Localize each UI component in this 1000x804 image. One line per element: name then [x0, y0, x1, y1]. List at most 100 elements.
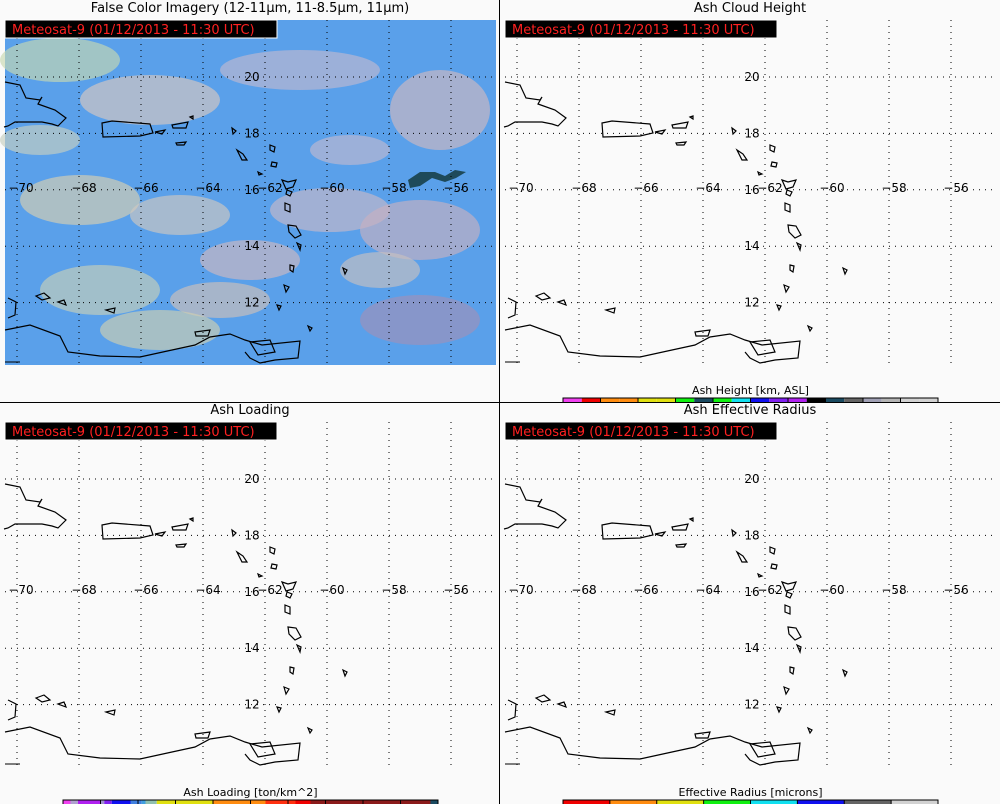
colorbar-segment: [713, 398, 732, 402]
coastline: [188, 517, 194, 523]
coastline: [784, 202, 791, 213]
coastline: [235, 148, 249, 161]
satellite-label-box: [504, 421, 778, 441]
coastline: [194, 731, 211, 739]
colorbar-segment: [295, 800, 311, 804]
coastline: [289, 666, 295, 676]
coastline: [231, 528, 237, 538]
longitude-label: −70: [508, 181, 533, 195]
latitude-label: 12: [244, 698, 259, 712]
longitude-label: −60: [819, 583, 844, 597]
coastline: [654, 531, 667, 537]
longitude-label: −66: [133, 583, 158, 597]
colorbar-segment: [130, 800, 142, 804]
coastline: [280, 581, 298, 592]
latitude-label: 20: [744, 472, 759, 486]
coastline: [295, 643, 302, 655]
colorbar-segment: [310, 800, 431, 804]
coastline: [785, 189, 793, 197]
coastline: [671, 121, 689, 129]
colorbar-segment: [703, 800, 751, 804]
colorbar-segment: [844, 800, 892, 804]
satellite-label: Meteosat-9 (01/12/2013 - 11:30 UTC): [512, 425, 755, 440]
colorbar-segment: [563, 800, 610, 804]
colorbar-segment: [63, 800, 71, 804]
colorbar-segment: [111, 800, 131, 804]
longitude-label: −58: [881, 583, 906, 597]
coastline: [770, 563, 778, 570]
colorbar-segment: [619, 398, 638, 402]
colorbar-segment: [100, 800, 105, 804]
coastline: [756, 572, 764, 578]
coastline: [270, 563, 278, 570]
coastline: [776, 304, 782, 312]
satellite-label: Meteosat-9 (01/12/2013 - 11:30 UTC): [12, 23, 255, 38]
cloud-feature: [0, 125, 80, 155]
coastline: [556, 701, 568, 709]
coastline: [284, 604, 291, 615]
coastline: [287, 626, 302, 641]
coastline: [306, 324, 313, 333]
colorbar-segment: [797, 800, 845, 804]
colorbar-segment: [156, 800, 213, 804]
cloud-feature: [340, 252, 420, 288]
colorbar-segment: [638, 398, 657, 402]
longitude-label: −66: [133, 181, 158, 195]
latitude-label: 18: [744, 126, 759, 140]
coastline: [688, 517, 694, 523]
longitude-label: −56: [443, 181, 468, 195]
coastline: [731, 528, 737, 538]
coastline: [101, 120, 154, 138]
satellite-label-box: [504, 19, 778, 39]
longitude-label: −60: [819, 181, 844, 195]
colorbar-segment: [891, 800, 938, 804]
colorbar-segment: [806, 398, 826, 402]
colorbar-segment: [656, 800, 704, 804]
coastline: [603, 709, 616, 716]
coastline: [780, 179, 798, 190]
coastline: [507, 297, 517, 319]
coastline: [188, 115, 194, 121]
colorbar-segment: [104, 800, 112, 804]
cloud-feature: [40, 265, 160, 315]
latitude-label: 14: [744, 641, 759, 655]
latitude-label: 18: [244, 126, 259, 140]
longitude-label: −60: [319, 583, 344, 597]
coastline: [235, 550, 249, 563]
coastline: [34, 694, 52, 703]
coastline: [503, 81, 567, 128]
longitude-label: −70: [8, 181, 33, 195]
coastline: [556, 299, 568, 307]
colorbar-segment: [675, 398, 695, 402]
latitude-label: 14: [244, 641, 259, 655]
panel-title: Ash Cloud Height: [693, 1, 807, 16]
latitude-label: 12: [744, 296, 759, 310]
panel-ash-height: −70 −68 −66 −64 −62 −60 −58 −56 20 18 16 14 12 Meteos…: [500, 0, 1000, 402]
colorbar-segment: [600, 398, 620, 402]
coastline: [603, 307, 616, 314]
coastline: [776, 706, 782, 714]
coastline: [783, 685, 790, 696]
satellite-label-box: [4, 19, 278, 39]
coastline: [806, 726, 813, 735]
latitude-label: 16: [744, 585, 759, 599]
longitude-label: −58: [381, 583, 406, 597]
coastline: [795, 643, 802, 655]
colorbar-segment: [694, 398, 713, 402]
satellite-label: Meteosat-9 (01/12/2013 - 11:30 UTC): [12, 425, 255, 440]
latitude-label: 18: [744, 528, 759, 542]
colorbar-segment: [581, 398, 601, 402]
coastline: [770, 161, 778, 168]
coastline: [289, 264, 295, 274]
coastline: [787, 626, 802, 641]
latitude-label: 20: [744, 70, 759, 84]
longitude-label: −66: [633, 583, 658, 597]
colorbar-segment: [731, 398, 751, 402]
latitude-label: 16: [744, 183, 759, 197]
colorbar-segment: [609, 800, 657, 804]
cloud-feature: [360, 200, 480, 260]
latitude-label: 20: [244, 70, 259, 84]
latitude-label: 12: [744, 698, 759, 712]
coastline: [694, 329, 711, 337]
coastline: [694, 731, 711, 739]
